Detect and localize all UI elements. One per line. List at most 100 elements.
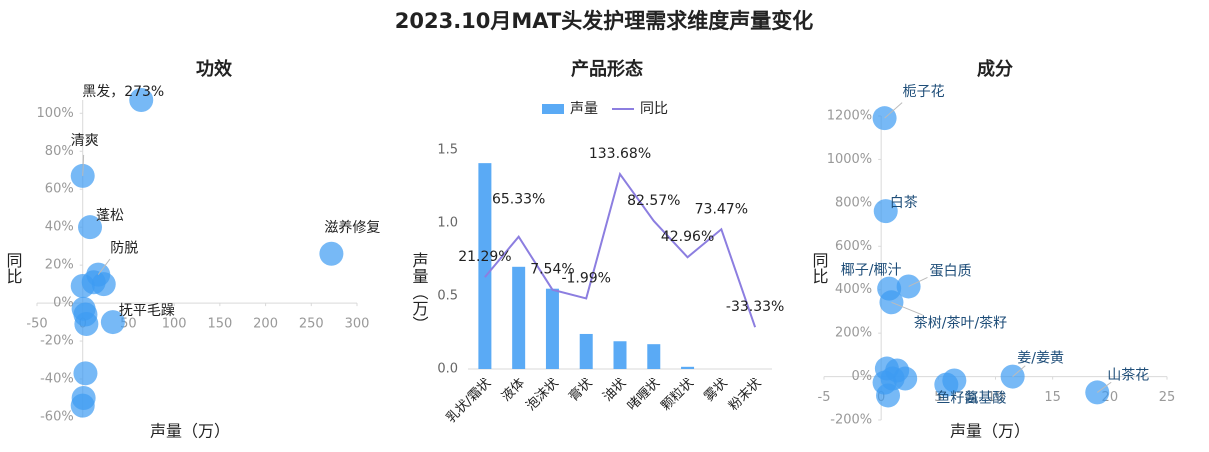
point-label: 白茶 [890, 195, 918, 211]
y-tick-label: 1.0 [437, 216, 458, 231]
point-label: 滋养修复 [324, 219, 380, 236]
x-tick-label: 雾状 [702, 376, 731, 405]
bar [545, 288, 559, 369]
data-label: 65.33% [492, 192, 545, 208]
point-label: 黑发，273% [82, 84, 164, 100]
point [129, 88, 154, 112]
point [78, 215, 103, 240]
point [876, 383, 901, 408]
x-tick-label: 乳状/霜状 [444, 376, 494, 426]
point-label: 鱼籽酱 [936, 390, 978, 407]
point-label: 蓬松 [96, 208, 124, 224]
point-label: 抚平毛躁 [119, 303, 175, 319]
point [70, 274, 95, 299]
y-tick-label: 80% [45, 144, 74, 159]
leader-line [1096, 381, 1112, 393]
chart-title: 功效 [196, 58, 233, 80]
y-tick-label: 1.5 [437, 143, 458, 158]
data-label: 82.57% [627, 193, 680, 209]
bar [613, 341, 627, 369]
bar [579, 333, 593, 369]
data-label: 21.29% [458, 249, 511, 265]
leader-line [908, 277, 928, 287]
x-tick-label: 250 [299, 317, 324, 332]
point [319, 241, 344, 266]
x-tick-label: -50 [26, 317, 47, 332]
leader-line [891, 301, 923, 316]
chart-title: 产品形态 [571, 58, 643, 80]
chart-title: 成分 [977, 58, 1013, 80]
data-label: -1.99% [561, 270, 611, 286]
point-label: 清爽 [71, 133, 99, 149]
data-label: 73.47% [695, 201, 748, 217]
x-tick-label: 150 [207, 317, 232, 332]
legend-swatch [542, 104, 564, 114]
y-tick-label: 400% [835, 282, 872, 297]
x-axis-label: 声量（万） [150, 422, 230, 441]
x-tick-label: 油状 [600, 376, 629, 405]
point-label: 茶树/茶叶/茶籽 [914, 315, 1007, 331]
y-tick-label: 20% [45, 258, 74, 273]
data-label: 133.68% [589, 146, 651, 162]
y-axis-label: 声量（万） [410, 252, 429, 332]
x-axis-label: 声量（万） [950, 422, 1030, 441]
point [100, 310, 125, 335]
x-tick-label: 泡沫状 [524, 376, 562, 414]
bar [681, 366, 695, 369]
x-tick-label: 5 [934, 390, 942, 405]
leader-line [1012, 365, 1026, 377]
y-tick-label: 600% [835, 239, 872, 254]
y-tick-label: 200% [835, 326, 872, 341]
point-label: 蛋白质 [930, 263, 972, 279]
legend-label: 同比 [640, 101, 668, 117]
y-axis-label: 同比 [4, 252, 23, 284]
page-title: 2023.10月MAT头发护理需求维度声量变化 [395, 9, 814, 33]
y-axis-label: 同比 [810, 252, 829, 284]
point [70, 393, 95, 418]
point [74, 311, 99, 336]
y-tick-label: 1000% [827, 152, 872, 167]
x-tick-label: 啫喱状 [625, 376, 663, 414]
y-tick-label: 60% [45, 182, 74, 197]
y-tick-label: 0% [53, 296, 74, 311]
data-label: -33.33% [726, 299, 784, 315]
y-tick-label: -200% [830, 413, 872, 428]
y-tick-label: 40% [45, 220, 74, 235]
x-tick-label: 粉末状 [726, 376, 764, 414]
leader-line [97, 258, 111, 275]
y-tick-label: 100% [37, 106, 74, 121]
bar [478, 163, 492, 369]
x-tick-label: -5 [818, 390, 831, 405]
point-label: 姜/姜黄 [1017, 350, 1064, 367]
line [484, 171, 757, 328]
y-tick-label: 0% [852, 369, 873, 384]
point [873, 199, 898, 224]
point-label: 椰子/椰汁 [841, 263, 902, 279]
y-tick-label: 0.5 [437, 289, 458, 304]
x-tick-label: 膏状 [566, 375, 596, 405]
x-tick-label: 颗粒状 [659, 376, 697, 414]
point-label: 山茶花 [1107, 367, 1149, 383]
x-tick-label: 300 [345, 317, 370, 332]
x-tick-label: 10 [987, 390, 1004, 405]
y-tick-label: -60% [40, 410, 74, 425]
x-tick-label: 25 [1159, 390, 1176, 405]
data-label: 7.54% [530, 262, 574, 278]
x-tick-label: 液体 [499, 376, 528, 405]
point-label: 栀子花 [903, 84, 945, 100]
point [893, 366, 918, 391]
point [942, 368, 967, 393]
point-label: 氨基酸 [964, 389, 1006, 406]
x-tick-label: 100 [162, 317, 187, 332]
leader-line [884, 102, 903, 119]
legend-label: 声量 [570, 101, 598, 117]
data-label: 42.96% [661, 229, 714, 245]
bar [647, 344, 661, 369]
point [73, 361, 98, 386]
bar [512, 266, 526, 369]
y-tick-label: -40% [40, 372, 74, 387]
y-tick-label: -20% [40, 334, 74, 349]
leader-line [82, 154, 85, 176]
y-tick-label: 1200% [827, 109, 872, 124]
